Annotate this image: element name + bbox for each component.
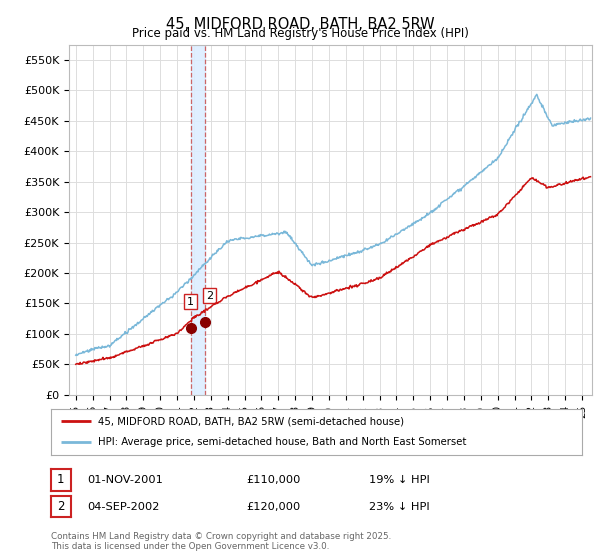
- Text: 01-NOV-2001: 01-NOV-2001: [87, 475, 163, 485]
- Text: Contains HM Land Registry data © Crown copyright and database right 2025.
This d: Contains HM Land Registry data © Crown c…: [51, 532, 391, 551]
- Text: Price paid vs. HM Land Registry's House Price Index (HPI): Price paid vs. HM Land Registry's House …: [131, 27, 469, 40]
- Text: £110,000: £110,000: [246, 475, 301, 485]
- Text: 04-SEP-2002: 04-SEP-2002: [87, 502, 160, 512]
- Text: 19% ↓ HPI: 19% ↓ HPI: [369, 475, 430, 485]
- Text: 2: 2: [206, 291, 213, 301]
- Bar: [191, 45, 205, 395]
- Text: 23% ↓ HPI: 23% ↓ HPI: [369, 502, 430, 512]
- Text: 45, MIDFORD ROAD, BATH, BA2 5RW (semi-detached house): 45, MIDFORD ROAD, BATH, BA2 5RW (semi-de…: [98, 416, 404, 426]
- Text: 2: 2: [57, 500, 65, 514]
- Text: HPI: Average price, semi-detached house, Bath and North East Somerset: HPI: Average price, semi-detached house,…: [98, 437, 466, 447]
- Text: 1: 1: [187, 297, 194, 307]
- Text: 1: 1: [57, 473, 65, 487]
- Text: 45, MIDFORD ROAD, BATH, BA2 5RW: 45, MIDFORD ROAD, BATH, BA2 5RW: [166, 17, 434, 32]
- Text: £120,000: £120,000: [246, 502, 300, 512]
